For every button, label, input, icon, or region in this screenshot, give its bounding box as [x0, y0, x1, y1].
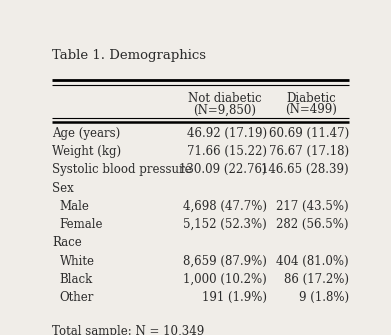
- Text: (N=9,850): (N=9,850): [193, 104, 256, 116]
- Text: Male: Male: [59, 200, 90, 213]
- Text: 217 (43.5%): 217 (43.5%): [276, 200, 349, 213]
- Text: 4,698 (47.7%): 4,698 (47.7%): [183, 200, 267, 213]
- Text: Age (years): Age (years): [52, 127, 120, 140]
- Text: Diabetic: Diabetic: [286, 92, 336, 105]
- Text: Table 1. Demographics: Table 1. Demographics: [52, 49, 206, 62]
- Text: Sex: Sex: [52, 182, 74, 195]
- Text: 191 (1.9%): 191 (1.9%): [202, 291, 267, 305]
- Text: 86 (17.2%): 86 (17.2%): [284, 273, 349, 286]
- Text: 76.67 (17.18): 76.67 (17.18): [269, 145, 349, 158]
- Text: 130.09 (22.76): 130.09 (22.76): [179, 163, 267, 176]
- Text: Not diabetic: Not diabetic: [188, 92, 262, 105]
- Text: 71.66 (15.22): 71.66 (15.22): [187, 145, 267, 158]
- Text: 46.92 (17.19): 46.92 (17.19): [187, 127, 267, 140]
- Text: Female: Female: [59, 218, 103, 231]
- Text: 60.69 (11.47): 60.69 (11.47): [269, 127, 349, 140]
- Text: Total sample: N = 10,349: Total sample: N = 10,349: [52, 325, 204, 335]
- Text: 8,659 (87.9%): 8,659 (87.9%): [183, 255, 267, 268]
- Text: Other: Other: [59, 291, 94, 305]
- Text: 1,000 (10.2%): 1,000 (10.2%): [183, 273, 267, 286]
- Text: 146.65 (28.39): 146.65 (28.39): [261, 163, 349, 176]
- Text: Weight (kg): Weight (kg): [52, 145, 121, 158]
- Text: 282 (56.5%): 282 (56.5%): [276, 218, 349, 231]
- Text: White: White: [59, 255, 95, 268]
- Text: (N=499): (N=499): [285, 104, 337, 116]
- Text: Black: Black: [59, 273, 93, 286]
- Text: Systolic blood pressure: Systolic blood pressure: [52, 163, 192, 176]
- Text: Race: Race: [52, 237, 82, 250]
- Text: 404 (81.0%): 404 (81.0%): [276, 255, 349, 268]
- Text: 9 (1.8%): 9 (1.8%): [299, 291, 349, 305]
- Text: 5,152 (52.3%): 5,152 (52.3%): [183, 218, 267, 231]
